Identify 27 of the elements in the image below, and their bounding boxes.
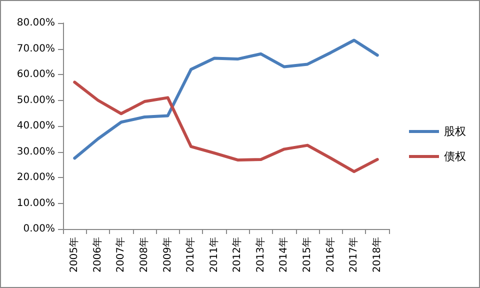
x-tick-label: 2018年 — [370, 237, 383, 272]
x-tick-label: 2006年 — [91, 237, 104, 272]
x-tick-label: 2010年 — [184, 237, 197, 272]
y-tick-label: 10.00% — [16, 198, 55, 209]
y-tick-label: 60.00% — [16, 69, 55, 80]
y-tick-label: 80.00% — [16, 18, 55, 28]
x-tick-label: 2007年 — [114, 237, 127, 272]
y-tick-label: 50.00% — [16, 94, 55, 106]
x-tick-label: 2014年 — [278, 237, 290, 272]
y-tick-label: 30.00% — [16, 146, 55, 158]
y-tick-label: 20.00% — [16, 172, 55, 183]
legend-label: 股权 — [444, 125, 466, 138]
x-tick-label: 2005年 — [68, 237, 80, 272]
y-tick-label: 40.00% — [16, 120, 55, 132]
line-series — [73, 80, 379, 174]
line-series — [73, 38, 379, 160]
y-tick-label: 70.00% — [16, 43, 55, 54]
x-tick-label: 2015年 — [301, 237, 313, 272]
x-tick-label: 2009年 — [161, 237, 174, 272]
x-tick-label: 2011年 — [208, 237, 220, 272]
legend-label: 债权 — [444, 150, 466, 163]
x-tick-label: 2012年 — [231, 237, 244, 272]
x-tick-label: 2016年 — [324, 237, 336, 272]
x-tick-label: 2013年 — [254, 237, 266, 272]
x-tick-label: 2008年 — [138, 237, 150, 272]
x-tick-label: 2017年 — [348, 237, 360, 272]
y-tick-label: 0.00% — [23, 224, 55, 234]
